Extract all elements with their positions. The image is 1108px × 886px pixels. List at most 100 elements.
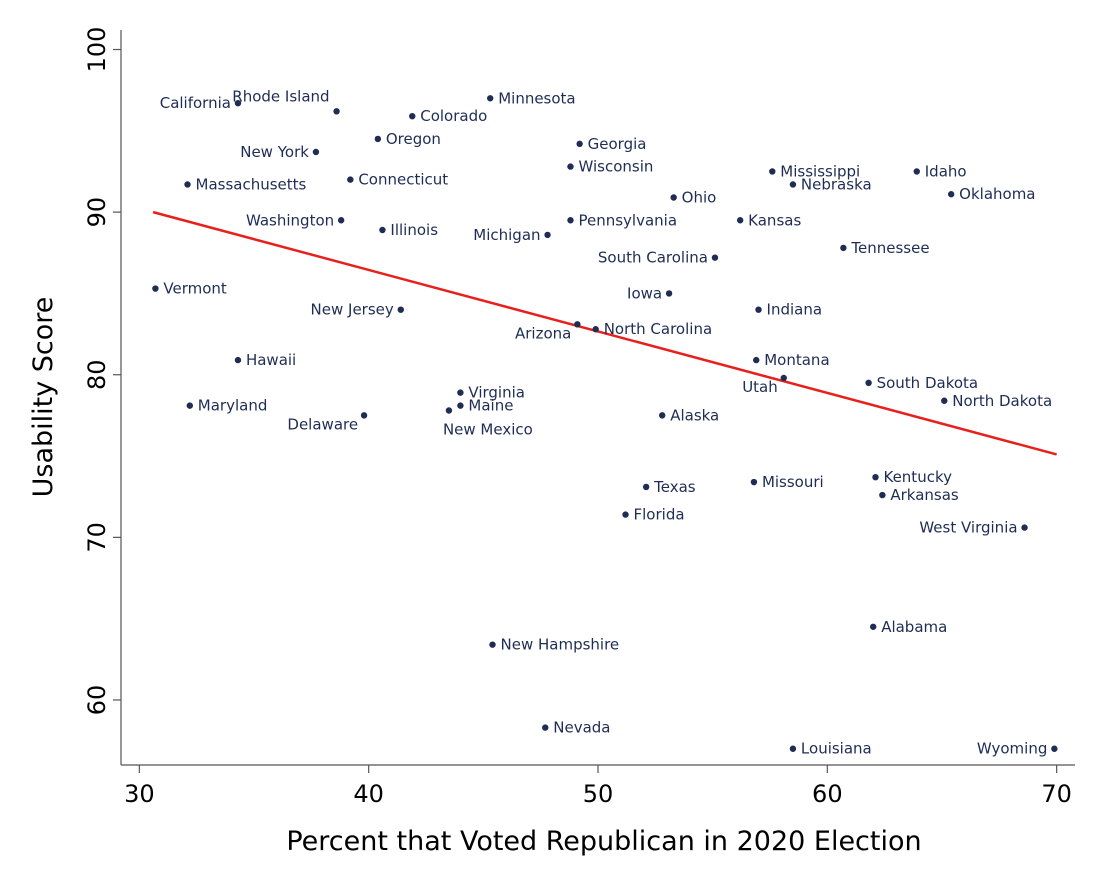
point-marker: [457, 389, 464, 396]
point-label: Michigan: [473, 226, 540, 244]
y-axis-title: Usability Score: [28, 297, 59, 498]
point-label: Delaware: [287, 415, 358, 433]
y-tick-label: 90: [83, 197, 111, 228]
trend-line: [152, 210, 1057, 456]
x-tick-label: 40: [353, 780, 384, 808]
point-marker: [780, 374, 787, 382]
point-marker: [360, 412, 368, 419]
point-label: South Dakota: [877, 374, 979, 392]
point-label: New Hampshire: [501, 636, 620, 654]
point-label: Kentucky: [883, 468, 952, 486]
point-marker: [872, 473, 879, 481]
x-tick-label: 30: [124, 780, 155, 808]
point-marker: [489, 641, 496, 648]
point-label: North Carolina: [604, 320, 712, 338]
point-marker: [374, 135, 382, 143]
point-marker: [576, 140, 583, 148]
point-label: Nevada: [553, 719, 610, 737]
point-marker: [487, 95, 494, 102]
point-label: Vermont: [163, 280, 227, 298]
x-tick-label: 60: [812, 780, 843, 808]
point-label: New Mexico: [443, 421, 533, 439]
point-label: Illinois: [390, 221, 438, 239]
point-marker: [670, 194, 677, 201]
point-marker: [736, 217, 744, 224]
point-marker: [592, 326, 599, 333]
point-marker: [542, 724, 549, 731]
point-marker: [333, 108, 340, 115]
point-marker: [574, 321, 581, 328]
point-label: Louisiana: [801, 740, 872, 758]
point-marker: [711, 254, 719, 261]
point-marker: [1021, 524, 1028, 531]
point-label: Missouri: [762, 473, 824, 491]
point-label: Pennsylvania: [578, 211, 677, 229]
point-labels: California Rhode Island Colorado Minnesota O…: [160, 87, 1052, 757]
y-axis-ticks: 60 70 80 90 100: [83, 27, 121, 715]
point-label: Ohio: [682, 188, 717, 206]
point-marker: [789, 181, 797, 188]
point-marker: [750, 478, 758, 486]
point-label: Arizona: [515, 324, 571, 342]
point-label: North Dakota: [952, 392, 1052, 410]
point-marker: [409, 112, 416, 120]
point-marker: [769, 168, 776, 175]
point-marker: [789, 745, 797, 752]
point-label: Oregon: [386, 130, 441, 148]
point-label: Texas: [653, 478, 696, 496]
point-label: Mississippi: [780, 162, 860, 180]
point-marker: [234, 99, 242, 107]
point-marker: [642, 483, 650, 491]
point-marker: [445, 407, 453, 414]
point-label: Alaska: [670, 406, 719, 424]
y-tick-label: 70: [83, 522, 111, 553]
point-label: South Carolina: [598, 249, 708, 267]
point-label: Indiana: [767, 301, 823, 319]
point-label: Wisconsin: [578, 158, 653, 176]
point-label: Utah: [742, 378, 778, 396]
point-label: West Virginia: [919, 519, 1017, 537]
point-label: Montana: [764, 351, 829, 369]
point-label: Maine: [468, 397, 513, 415]
point-marker: [544, 231, 551, 239]
point-marker: [869, 623, 877, 630]
point-marker: [567, 217, 574, 224]
point-label: Colorado: [420, 107, 487, 125]
point-marker: [659, 412, 666, 419]
point-marker: [879, 491, 886, 499]
y-tick-label: 80: [83, 359, 111, 390]
point-label: New Jersey: [311, 301, 394, 319]
point-marker: [753, 356, 760, 364]
point-label: Oklahoma: [959, 185, 1035, 203]
point-label: Georgia: [588, 135, 647, 153]
point-label: Washington: [246, 211, 334, 229]
point-label: Hawaii: [246, 351, 296, 369]
point-marker: [665, 290, 673, 297]
point-label: Tennessee: [850, 239, 929, 257]
point-marker: [312, 148, 320, 156]
point-label: Idaho: [925, 162, 967, 180]
point-marker: [941, 397, 948, 404]
point-marker: [622, 511, 629, 518]
data-points: [152, 95, 1058, 752]
point-label: Rhode Island: [232, 87, 329, 105]
point-label: Alabama: [881, 618, 947, 636]
point-marker: [1051, 745, 1058, 752]
point-marker: [457, 402, 464, 409]
point-marker: [347, 176, 354, 183]
point-marker: [186, 402, 193, 409]
x-tick-label: 50: [583, 780, 614, 808]
point-marker: [234, 356, 242, 364]
point-label: Maryland: [198, 397, 268, 415]
point-marker: [379, 226, 386, 234]
point-label: Arkansas: [890, 486, 959, 504]
point-marker: [397, 306, 404, 313]
point-marker: [152, 285, 159, 292]
point-marker: [913, 168, 920, 175]
point-label: Virginia: [468, 384, 525, 402]
point-label: New York: [240, 143, 309, 161]
point-marker: [755, 306, 762, 313]
point-label: Massachusetts: [196, 175, 307, 193]
x-axis-title: Percent that Voted Republican in 2020 El…: [286, 826, 921, 857]
